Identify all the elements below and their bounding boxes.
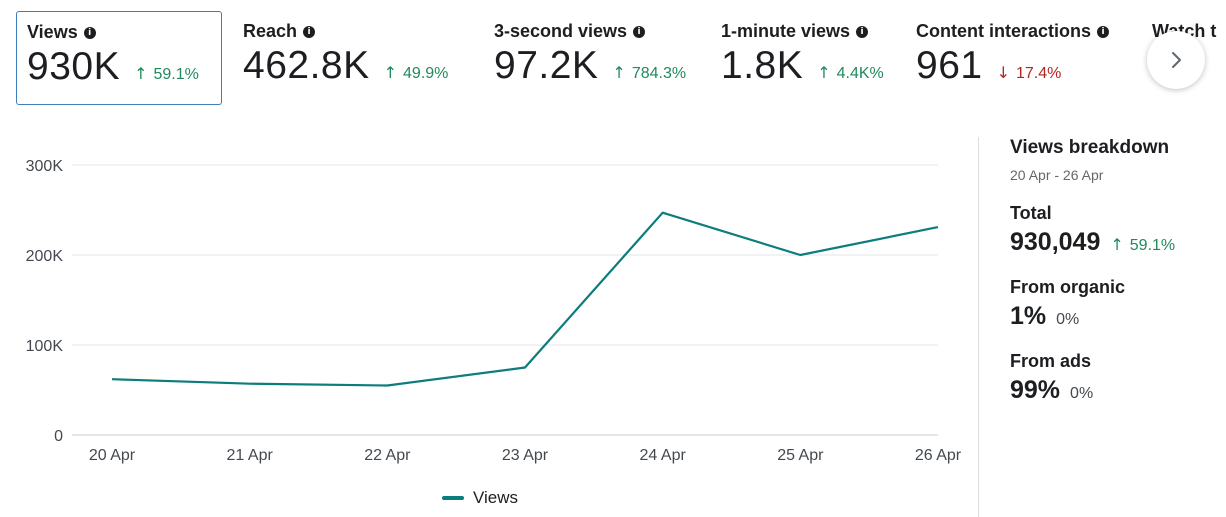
metric-value: 961 [916,44,983,87]
x-tick-label: 25 Apr [777,447,824,464]
breakdown-change: 0% [1056,311,1080,328]
breakdown-change: 0% [1070,385,1094,402]
arrow-up-icon: ↑ [134,64,148,83]
info-icon[interactable]: i [1097,25,1110,38]
breakdown-organic: From organic 1% 0% [1010,277,1226,331]
metric-change: ↑ 784.3% [612,63,687,82]
arrow-up-icon: ↑ [383,63,398,82]
metric-reach[interactable]: Reach i 462.8K ↑ 49.9% [233,11,478,105]
info-icon[interactable]: i [633,25,646,38]
x-tick-label: 24 Apr [640,447,687,464]
info-icon[interactable]: i [83,26,96,39]
chevron-right-icon [1172,52,1181,68]
metrics-bar: Views i 930K ↑ 59.1% Reach i 462.8K ↑ 49.9% … [0,0,1226,120]
metric-change: ↓ 17.4% [996,63,1062,82]
chart-plot: 0 100K 200K 300K 20 Apr 21 Apr 22 Apr 23 Apr 24 … [26,158,962,464]
info-icon[interactable]: i [303,25,316,38]
breakdown-value: 1% [1010,302,1047,330]
x-tick-label: 22 Apr [364,447,411,464]
y-tick-label: 0 [54,428,63,445]
y-tick-label: 100K [26,338,64,355]
metric-views[interactable]: Views i 930K ↑ 59.1% [16,11,222,105]
breakdown-label: From organic [1010,277,1126,297]
breakdown-label: From ads [1010,351,1092,371]
metric-value: 462.8K [243,44,370,87]
metric-change: ↑ 4.4K% [817,63,884,82]
views-breakdown-panel: Views breakdown 20 Apr - 26 Apr Total 93… [1010,137,1226,405]
y-tick-label: 200K [26,248,64,265]
info-icon[interactable]: i [856,25,869,38]
arrow-up-icon: ↑ [612,63,626,82]
x-tick-label: 20 Apr [89,447,136,464]
x-tick-label: 21 Apr [227,447,274,464]
metric-1-minute-views[interactable]: 1-minute views i 1.8K ↑ 4.4K% [711,11,901,105]
breakdown-change: ↑ 59.1% [1110,235,1176,254]
legend-swatch [442,496,464,500]
views-line-chart: 0 100K 200K 300K 20 Apr 21 Apr 22 Apr 23 Apr 24 … [0,130,975,517]
breakdown-value: 99% [1010,376,1061,404]
breakdown-total: Total 930,049 ↑ 59.1% [1010,203,1226,257]
metric-change: ↑ 49.9% [383,63,449,82]
y-tick-label: 300K [26,158,64,175]
breakdown-title: Views breakdown [1010,137,1170,158]
metric-label: 3-second views [494,21,628,41]
metric-label: Views [27,22,78,42]
panel-divider [978,137,979,517]
x-tick-label: 26 Apr [915,447,962,464]
metric-label: Content interactions [916,21,1092,41]
breakdown-ads: From ads 99% 0% [1010,351,1226,405]
metric-value: 930K [27,45,121,88]
metric-label: Reach [243,21,298,41]
metric-value: 97.2K [494,44,599,87]
next-metrics-button[interactable] [1147,31,1205,89]
metric-content-interactions[interactable]: Content interactions i 961 ↓ 17.4% [906,11,1136,105]
chart-legend[interactable]: Views [442,488,518,508]
breakdown-label: Total [1010,203,1052,223]
metric-3-second-views[interactable]: 3-second views i 97.2K ↑ 784.3% [484,11,704,105]
arrow-down-icon: ↓ [996,63,1010,82]
metric-label: 1-minute views [721,21,851,41]
arrow-up-icon: ↑ [1110,235,1124,254]
legend-label: Views [473,488,519,507]
metric-value: 1.8K [721,44,804,87]
x-tick-label: 23 Apr [502,447,549,464]
arrow-up-icon: ↑ [817,63,831,82]
breakdown-date-range: 20 Apr - 26 Apr [1010,167,1104,183]
breakdown-value: 930,049 [1010,228,1101,256]
metric-change: ↑ 59.1% [134,64,199,83]
series-line-views [111,211,939,387]
